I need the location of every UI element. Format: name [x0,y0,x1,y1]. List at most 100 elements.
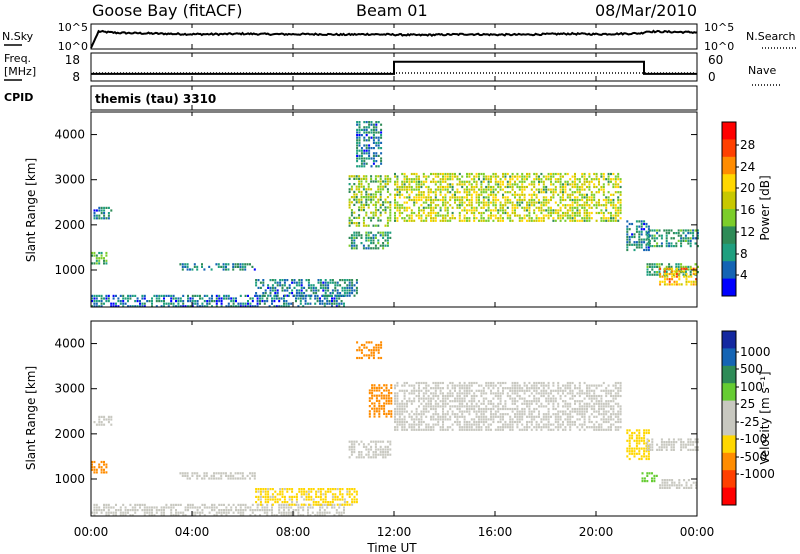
power-cell-8 [442,180,444,183]
velocity-cell-0 [100,468,103,471]
power-cell-5 [350,234,353,237]
power-cell-6 [379,180,382,183]
velocity-cell-3 [295,503,297,506]
power-cell-8 [526,185,528,189]
power-cell-8 [610,214,612,217]
velocity-cell-3 [196,509,199,512]
velocity-cell-8 [588,397,591,400]
power-cell-12 [680,283,683,286]
power-cell-8 [425,196,428,199]
power-cell-8 [511,178,514,181]
power-cell-3 [215,302,218,305]
velocity-cell-8 [418,423,420,426]
velocity-cell-3 [283,514,285,517]
velocity-cell-8 [492,387,495,390]
velocity-cell-8 [454,400,456,403]
velocity-cell-3 [297,506,300,509]
power-cell-8 [475,196,478,199]
velocity-cell-8 [542,426,545,429]
power-cell-8 [408,214,411,217]
velocity-cell-8 [569,410,572,413]
power-cell-8 [533,193,536,196]
velocity-cell-8 [499,402,502,405]
velocity-cell-3 [182,511,185,514]
velocity-cell-3 [155,506,158,509]
power-cell-4 [334,284,337,287]
velocity-cell-5 [362,445,365,448]
power-cell-3 [206,302,209,305]
power-cell-8 [612,178,615,181]
velocity-cell-4 [324,495,327,498]
velocity-cell-3 [271,511,273,514]
power-cell-7 [356,141,359,144]
power-cell-8 [614,206,617,209]
velocity-cell-8 [499,397,502,400]
power-cell-8 [439,178,442,181]
velocity-cell-4 [259,493,262,496]
power-cell-8 [511,204,514,207]
power-cell-4 [298,281,301,284]
power-cell-6 [374,196,377,199]
power-cell-8 [430,201,432,204]
velocity-cell-8 [562,389,564,392]
power-cell-8 [533,178,536,181]
power-cell-11 [653,273,656,276]
velocity-cell-8 [564,428,567,431]
power-cell-8 [598,183,600,186]
power-cell-8 [516,193,519,196]
power-cell-8 [552,211,555,215]
velocity-cell-8 [478,420,480,424]
power-cell-3 [91,300,93,303]
power-cell-8 [514,211,516,215]
velocity-cell-8 [518,415,521,418]
velocity-cell-3 [187,509,189,512]
power-cell-3 [179,297,182,300]
power-cell-8 [617,185,620,189]
velocity-cell-4 [310,490,313,493]
power-cell-8 [482,175,485,178]
velocity-cell-8 [612,394,615,398]
power-cell-8 [581,217,584,220]
velocity-cell-9 [640,439,643,442]
power-cell-7 [363,121,366,124]
velocity-cell-6 [375,407,378,410]
power-cell-8 [593,172,596,176]
velocity-cell-3 [307,511,309,514]
velocity-cell-3 [100,511,103,514]
power-cell-6 [377,188,380,191]
power-cell-2 [253,268,256,271]
power-cell-7 [365,131,368,134]
velocity-cell-6 [380,407,383,410]
power-cell-6 [353,196,356,199]
power-cell-3 [333,300,336,303]
power-cell-3 [304,300,307,303]
velocity-cell-4 [288,503,291,506]
velocity-cell-6 [387,392,390,395]
power-cell-3 [93,300,96,303]
power-cell-8 [602,211,605,215]
velocity-cell-7 [370,341,373,344]
velocity-cell-9 [638,431,641,435]
velocity-cell-4 [279,493,282,496]
power-cell-5 [374,247,377,250]
velocity-cell-8 [463,426,466,429]
velocity-cell-8 [586,389,588,392]
power-cell-8 [586,217,588,220]
power-cell-7 [368,157,371,160]
velocity-cell-8 [437,418,440,421]
power-cell-8 [523,196,526,199]
power-cell-4 [355,292,358,295]
power-cell-10 [653,234,656,237]
power-cell-6 [379,193,382,196]
power-cell-10 [653,239,656,242]
velocity-cell-4 [300,495,303,498]
velocity-cell-8 [434,384,437,387]
velocity-cell-10 [677,438,680,441]
velocity-cell-12 [678,481,681,484]
ytick-label: 4000 [54,337,85,351]
velocity-cell-4 [339,498,342,501]
velocity-cell-8 [538,410,540,413]
power-cell-8 [418,175,420,178]
power-cell-8 [439,185,442,189]
velocity-cell-8 [401,402,404,405]
